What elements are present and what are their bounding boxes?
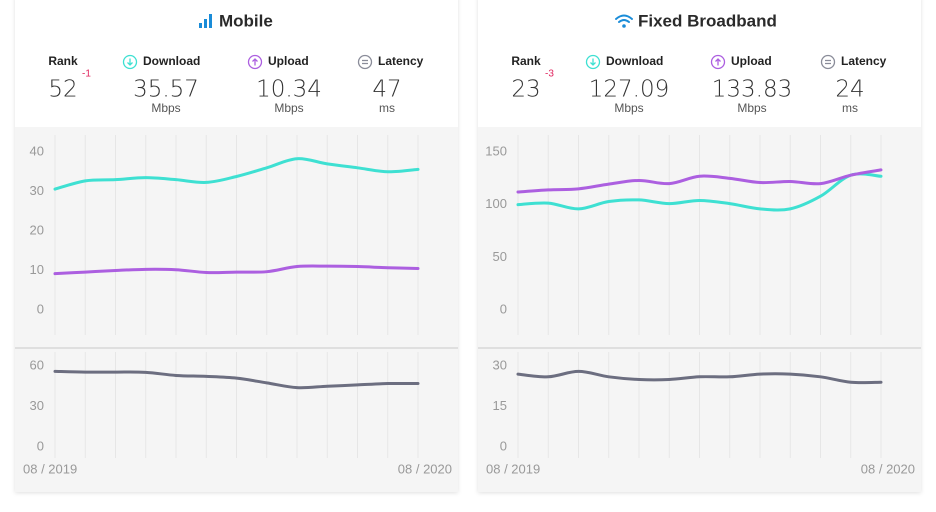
y-tick-label: 0 (37, 301, 44, 316)
stat-value: 52 (48, 77, 77, 103)
y-tick-label: 30 (30, 183, 44, 198)
stat-icon-glyph (715, 58, 721, 66)
stat-label: Rank (511, 54, 541, 68)
stat-value: 133.83 (712, 77, 792, 103)
x-tick-label: 08 / 2020 (398, 461, 452, 476)
x-tick-label: 08 / 2020 (861, 461, 915, 476)
y-tick-label: 0 (500, 438, 507, 453)
stat-value: 35.57 (133, 77, 199, 103)
stat-value: 23 (511, 77, 540, 103)
stat-unit: Mbps (614, 101, 643, 115)
stat-label: Upload (731, 54, 772, 68)
y-tick-label: 150 (485, 143, 507, 158)
stat-icon-glyph (362, 59, 368, 65)
stat-icon (247, 54, 263, 70)
y-tick-label: 60 (30, 357, 44, 372)
y-tick-label: 0 (500, 301, 507, 316)
rank-change: -3 (545, 69, 554, 80)
stat-icon (585, 54, 601, 70)
stat-value: 24 (835, 77, 864, 103)
stat-unit: Mbps (151, 101, 180, 115)
stat-unit: Mbps (737, 101, 766, 115)
stat-icon (122, 54, 138, 70)
stat-icon-glyph (127, 58, 133, 66)
stat-icon (710, 54, 726, 70)
stat-label: Latency (841, 54, 887, 68)
series-line (53, 157, 420, 191)
series-line (516, 172, 883, 212)
series-line (516, 369, 883, 385)
y-tick-label: 15 (493, 398, 507, 413)
x-tick-label: 08 / 2019 (23, 461, 77, 476)
stat-unit: ms (379, 101, 395, 115)
stat-icon-glyph (252, 58, 258, 66)
series-line (53, 369, 420, 390)
y-tick-label: 30 (493, 357, 507, 372)
stat-label: Upload (268, 54, 309, 68)
stat-icon (357, 54, 373, 70)
y-tick-label: 0 (37, 438, 44, 453)
stat-icon-glyph (825, 59, 831, 65)
stat-icon (820, 54, 836, 70)
x-tick-label: 08 / 2019 (486, 461, 540, 476)
stat-label: Latency (378, 54, 424, 68)
stat-unit: ms (842, 101, 858, 115)
y-tick-label: 40 (30, 143, 44, 158)
panel-title: Fixed Broadband (638, 11, 777, 30)
series-line (53, 264, 420, 276)
y-tick-label: 50 (493, 249, 507, 264)
stat-value: 47 (372, 77, 401, 103)
stat-label: Download (143, 54, 200, 68)
y-tick-label: 30 (30, 398, 44, 413)
signal-icon (199, 14, 212, 28)
stat-value: 10.34 (256, 77, 322, 103)
stat-label: Rank (48, 54, 78, 68)
stat-value: 127.09 (589, 77, 669, 103)
y-tick-label: 10 (30, 262, 44, 277)
panel-title: Mobile (219, 11, 273, 30)
stat-icon-glyph (590, 58, 596, 66)
stat-unit: Mbps (274, 101, 303, 115)
y-tick-label: 100 (485, 196, 507, 211)
rank-change: -1 (82, 69, 91, 80)
series-line (516, 168, 883, 194)
y-tick-label: 20 (30, 222, 44, 237)
stat-label: Download (606, 54, 663, 68)
wifi-icon (615, 14, 633, 23)
